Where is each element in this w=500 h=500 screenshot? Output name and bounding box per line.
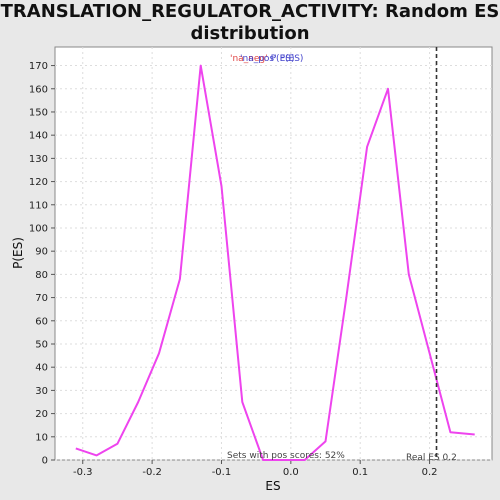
y-tick-label: 120: [29, 177, 48, 188]
legend: 'na_neg' P(ES): [230, 54, 294, 64]
y-tick-label: 90: [35, 247, 48, 258]
x-tick-label: -0.3: [73, 467, 93, 478]
x-tick-label: 0.0: [283, 467, 299, 478]
x-tick-label: 0.2: [422, 467, 438, 478]
y-tick-label: 20: [35, 409, 48, 420]
grid-lines: [55, 47, 492, 461]
y-tick-label: 160: [29, 84, 48, 95]
y-tick-label: 140: [29, 131, 48, 142]
y-tick-label: 10: [35, 432, 48, 443]
y-tick-label: 150: [29, 107, 48, 118]
plot-area: [54, 46, 493, 461]
real-es-label: Real ES 0.2: [406, 453, 457, 463]
series-lines: [75, 64, 475, 461]
legend-na-pos: 'na_pos': [240, 54, 277, 64]
pos-scores-annotation: Sets with pos scores: 52%: [227, 451, 345, 461]
y-tick-label: 100: [29, 223, 48, 234]
legend-overlay: 'na_pos' P(ES): [240, 54, 303, 64]
chart-title-line1: TRANSLATION_REGULATOR_ACTIVITY: Random E…: [0, 1, 500, 22]
legend-pes-2: P(ES): [280, 54, 304, 64]
chart-title-line2: distribution: [190, 23, 310, 44]
x-axis-label: ES: [265, 479, 280, 493]
y-tick-label: 40: [35, 363, 48, 374]
legend-pes-1: P(ES): [271, 54, 295, 64]
y-tick-label: 80: [35, 270, 48, 281]
series-line: [75, 64, 475, 461]
legend-na-neg: 'na_neg': [230, 54, 268, 64]
y-axis-ticks: 0 10 20 30 40 50 60 70 80 90 100 110 120 130 140 150 160…: [29, 61, 55, 467]
y-tick-label: 70: [35, 293, 48, 304]
x-tick-label: -0.2: [142, 467, 162, 478]
y-tick-label: 0: [42, 456, 48, 467]
y-tick-label: 60: [35, 316, 48, 327]
x-tick-label: -0.1: [212, 467, 232, 478]
chart-title: TRANSLATION_REGULATOR_ACTIVITY: Random E…: [0, 1, 500, 45]
y-tick-label: 130: [29, 154, 48, 165]
y-tick-label: 110: [29, 200, 48, 211]
y-tick-label: 50: [35, 339, 48, 350]
y-tick-label: 170: [29, 61, 48, 72]
y-axis-label: P(ES): [11, 237, 25, 269]
x-tick-label: 0.1: [352, 467, 368, 478]
x-axis-ticks: -0.3 -0.2 -0.1 0.0 0.1 0.2: [73, 460, 438, 478]
y-tick-label: 30: [35, 386, 48, 397]
